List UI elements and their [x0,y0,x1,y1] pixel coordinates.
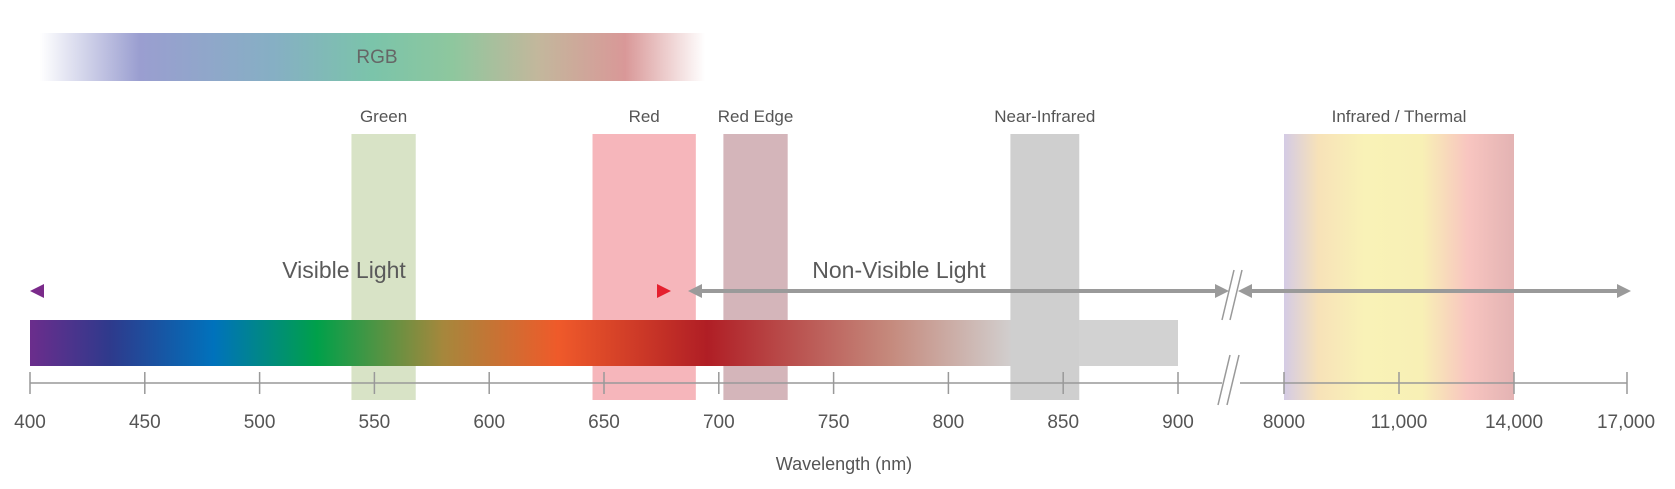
tick-label-400: 400 [14,412,46,433]
visible-arrow-head-right [657,284,671,298]
tick-label-450: 450 [129,412,161,433]
rgb-label: RGB [356,47,397,68]
axis-break-mark-1 [1217,354,1231,406]
tick-label-900: 900 [1162,412,1194,433]
tick-label-11000: 11,000 [1371,412,1428,433]
tick-label-600: 600 [473,412,505,433]
visible-light-label: Visible Light [282,257,406,283]
non-visible-arrow-head-left [688,284,702,298]
tick-label-500: 500 [244,412,276,433]
green-band-label: Green [360,107,407,126]
nir-band-overlay [1010,320,1080,366]
tick-label-14000: 14,000 [1485,412,1543,433]
tick-label-800: 800 [933,412,965,433]
ir-arrow-head-left [1238,284,1252,298]
thermal-band-label: Infrared / Thermal [1332,107,1467,126]
red-edge-band-label: Red Edge [718,107,794,126]
ir-arrow-head-right [1617,284,1631,298]
tick-label-8000: 8000 [1263,412,1305,433]
non-visible-arrow-head-right [1215,284,1229,298]
tick-label-850: 850 [1047,412,1079,433]
main-axis-ticks: 400 450 500 550 600 650 700 750 800 850 900 [14,372,1194,433]
rgb-bar [40,33,705,81]
spectrum-bar [30,320,1178,366]
nir-band-label: Near-Infrared [994,107,1095,126]
arrow-break-mark-1 [1221,269,1235,321]
tick-label-750: 750 [818,412,850,433]
red-band-label: Red [629,107,660,126]
tick-label-650: 650 [588,412,620,433]
thermal-band [1284,134,1514,400]
visible-arrow-head-left [30,284,44,298]
axis-break-mark-2 [1226,354,1240,406]
tick-label-700: 700 [703,412,735,433]
arrow-break-mark-2 [1229,269,1243,321]
non-visible-light-label: Non-Visible Light [812,257,986,283]
axis-title: Wavelength (nm) [776,454,912,474]
tick-label-550: 550 [359,412,391,433]
tick-label-17000: 17,000 [1597,412,1655,433]
